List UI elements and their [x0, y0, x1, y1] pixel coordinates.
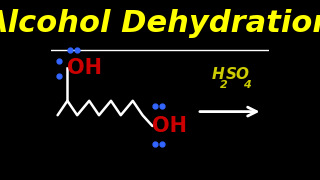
Text: OH: OH: [68, 58, 102, 78]
Text: 2: 2: [220, 80, 227, 90]
Text: OH: OH: [152, 116, 188, 136]
Text: H: H: [211, 67, 224, 82]
Text: Alcohol Dehydration: Alcohol Dehydration: [0, 9, 320, 38]
Text: SO: SO: [225, 67, 249, 82]
Text: 4: 4: [244, 80, 251, 90]
